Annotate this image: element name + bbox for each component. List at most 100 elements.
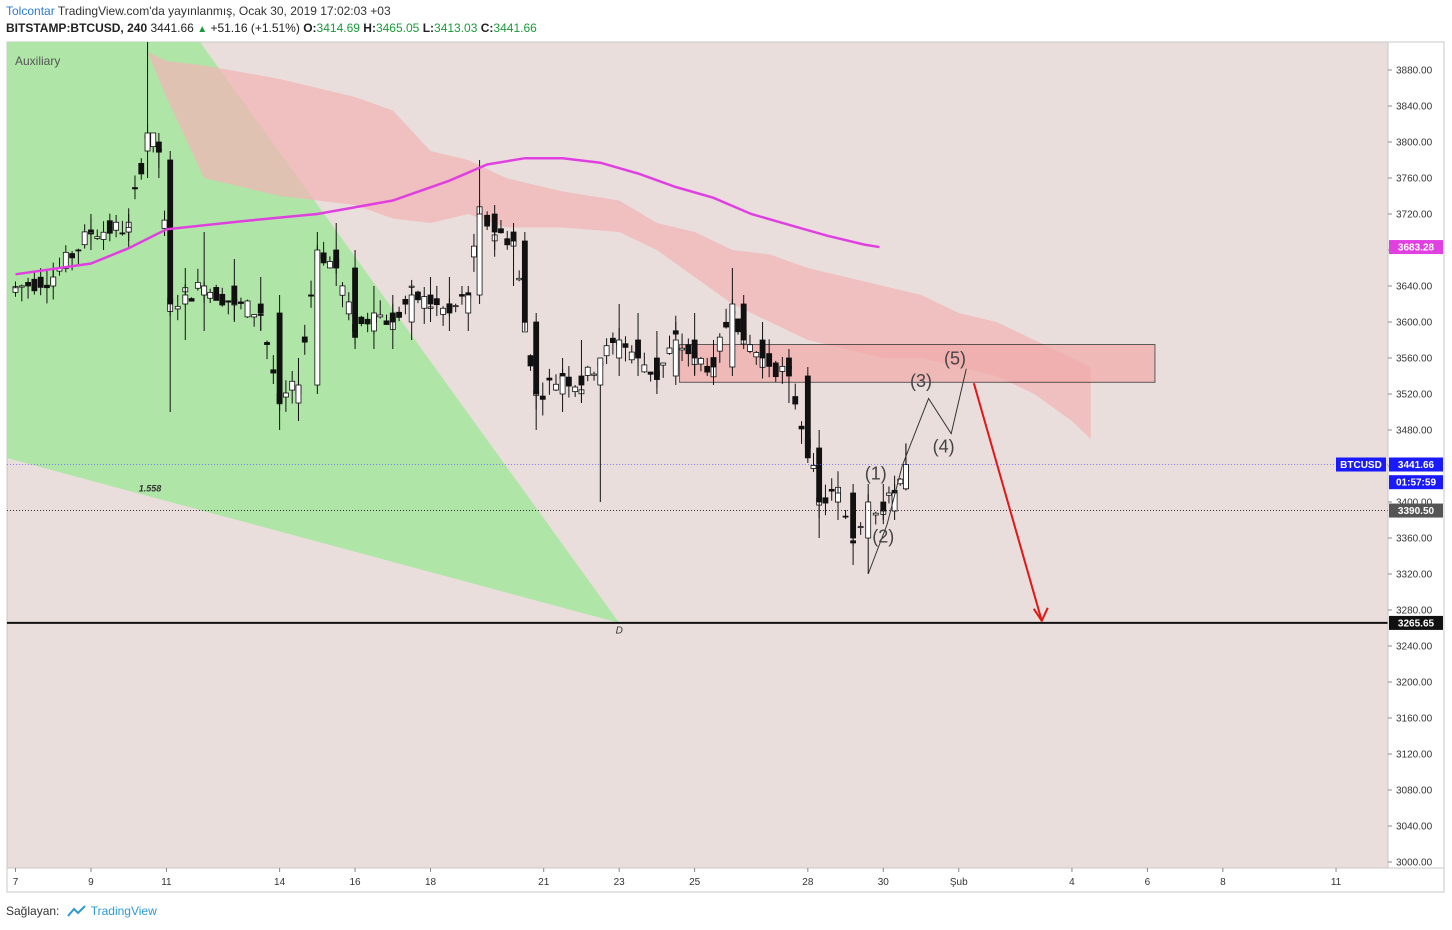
candle-body bbox=[244, 300, 251, 318]
candle-body bbox=[446, 303, 453, 314]
candle-body bbox=[559, 375, 566, 395]
candle bbox=[792, 383, 799, 410]
candle bbox=[647, 371, 654, 382]
publish-info: TradingView.com'da yayınlanmış, Ocak 30,… bbox=[57, 4, 391, 18]
candle-body bbox=[578, 375, 585, 386]
candle-body bbox=[213, 287, 220, 301]
candle bbox=[231, 259, 238, 322]
candle-body bbox=[666, 347, 673, 354]
candle bbox=[339, 282, 346, 308]
candle-body bbox=[327, 261, 333, 269]
candle-body bbox=[822, 497, 829, 504]
x-tick-label: 21 bbox=[538, 877, 550, 888]
tradingview-link[interactable]: TradingView bbox=[90, 904, 157, 918]
y-tick-label: 3120.00 bbox=[1396, 750, 1433, 761]
candle bbox=[12, 281, 19, 297]
candle bbox=[510, 223, 517, 286]
candle bbox=[641, 352, 648, 373]
candle-body bbox=[12, 287, 19, 293]
candle-body bbox=[282, 392, 289, 398]
y-tick-label: 3320.00 bbox=[1396, 570, 1433, 581]
high-value: 3465.05 bbox=[375, 21, 420, 35]
candle-body bbox=[484, 214, 491, 227]
projection-arrowhead bbox=[1032, 607, 1049, 623]
ohlc-line: BITSTAMP:BTCUSD, 240 3441.66 ▲ +51.16 (+… bbox=[6, 21, 537, 35]
candle bbox=[591, 371, 597, 381]
candle bbox=[150, 132, 157, 153]
candle-body bbox=[201, 285, 208, 296]
candle-body bbox=[476, 213, 483, 296]
harmonic-zone bbox=[7, 42, 620, 623]
elliott-wave-path bbox=[867, 368, 967, 575]
candle bbox=[735, 318, 741, 335]
candle-body bbox=[125, 227, 132, 233]
candle-body bbox=[572, 386, 579, 393]
candle-body bbox=[521, 240, 528, 323]
candle bbox=[804, 367, 811, 457]
candle bbox=[106, 213, 113, 242]
candle bbox=[113, 214, 120, 238]
candle bbox=[578, 340, 585, 403]
last-price: 3441.66 bbox=[150, 21, 194, 35]
x-tick-label: 11 bbox=[1331, 877, 1342, 888]
candle bbox=[402, 295, 409, 315]
price-chart[interactable]: (1) (2) (3) (4) (5) 1.558 D Auxiliary 3880.00 384… bbox=[0, 0, 1452, 900]
candle bbox=[740, 295, 747, 349]
author-link[interactable]: Tolcontar bbox=[6, 4, 55, 18]
candle bbox=[377, 300, 384, 319]
candle-body bbox=[622, 343, 629, 348]
close-value: 3441.66 bbox=[493, 21, 537, 35]
candle-body bbox=[106, 220, 113, 234]
candle-body bbox=[740, 303, 747, 341]
candle-body bbox=[31, 278, 38, 292]
candle bbox=[94, 229, 101, 240]
candle-body bbox=[383, 320, 390, 325]
open-value: 3414.69 bbox=[316, 21, 360, 35]
candle bbox=[289, 371, 296, 404]
wave-label: (2) bbox=[872, 527, 894, 547]
candle-body bbox=[371, 312, 377, 332]
candle bbox=[865, 484, 872, 574]
candle bbox=[660, 362, 667, 378]
candle bbox=[810, 453, 817, 472]
price-tag-box bbox=[1389, 615, 1443, 630]
candle-body bbox=[704, 365, 711, 373]
candle bbox=[516, 270, 523, 282]
candle bbox=[270, 355, 277, 385]
candle bbox=[396, 306, 402, 322]
candle-body bbox=[804, 375, 811, 449]
candle-body bbox=[138, 163, 145, 175]
candle-body bbox=[635, 339, 641, 359]
wave-label: (1) bbox=[865, 464, 887, 484]
candle bbox=[88, 214, 94, 250]
candle bbox=[161, 210, 168, 236]
candle bbox=[194, 268, 201, 291]
plot-area: (1) (2) (3) (4) (5) 1.558 D Auxiliary bbox=[7, 42, 1388, 637]
candle-body bbox=[421, 296, 428, 309]
candle bbox=[886, 486, 892, 504]
x-tick-label: 6 bbox=[1145, 877, 1151, 888]
candle bbox=[144, 42, 151, 178]
candle-body bbox=[903, 464, 909, 490]
candle bbox=[358, 315, 365, 327]
x-tick-label: 9 bbox=[88, 877, 94, 888]
x-tick-label: 30 bbox=[878, 877, 890, 888]
candle-body bbox=[835, 492, 841, 503]
candle bbox=[308, 280, 314, 308]
resistance-box bbox=[679, 344, 1156, 383]
candle-body bbox=[314, 249, 321, 386]
candle-body bbox=[161, 219, 168, 229]
candle bbox=[628, 345, 635, 364]
candle bbox=[50, 268, 57, 300]
candle-body bbox=[654, 357, 660, 377]
price-tag-box bbox=[1389, 503, 1443, 518]
candle bbox=[264, 340, 270, 360]
candle bbox=[201, 232, 208, 331]
y-tick-label: 3800.00 bbox=[1396, 138, 1433, 149]
price-tag: 3441.66 bbox=[1389, 457, 1443, 472]
candle-body bbox=[510, 231, 517, 242]
candle-body bbox=[491, 213, 498, 233]
candle bbox=[188, 297, 195, 302]
candle bbox=[539, 382, 546, 416]
candle-body bbox=[276, 312, 283, 404]
